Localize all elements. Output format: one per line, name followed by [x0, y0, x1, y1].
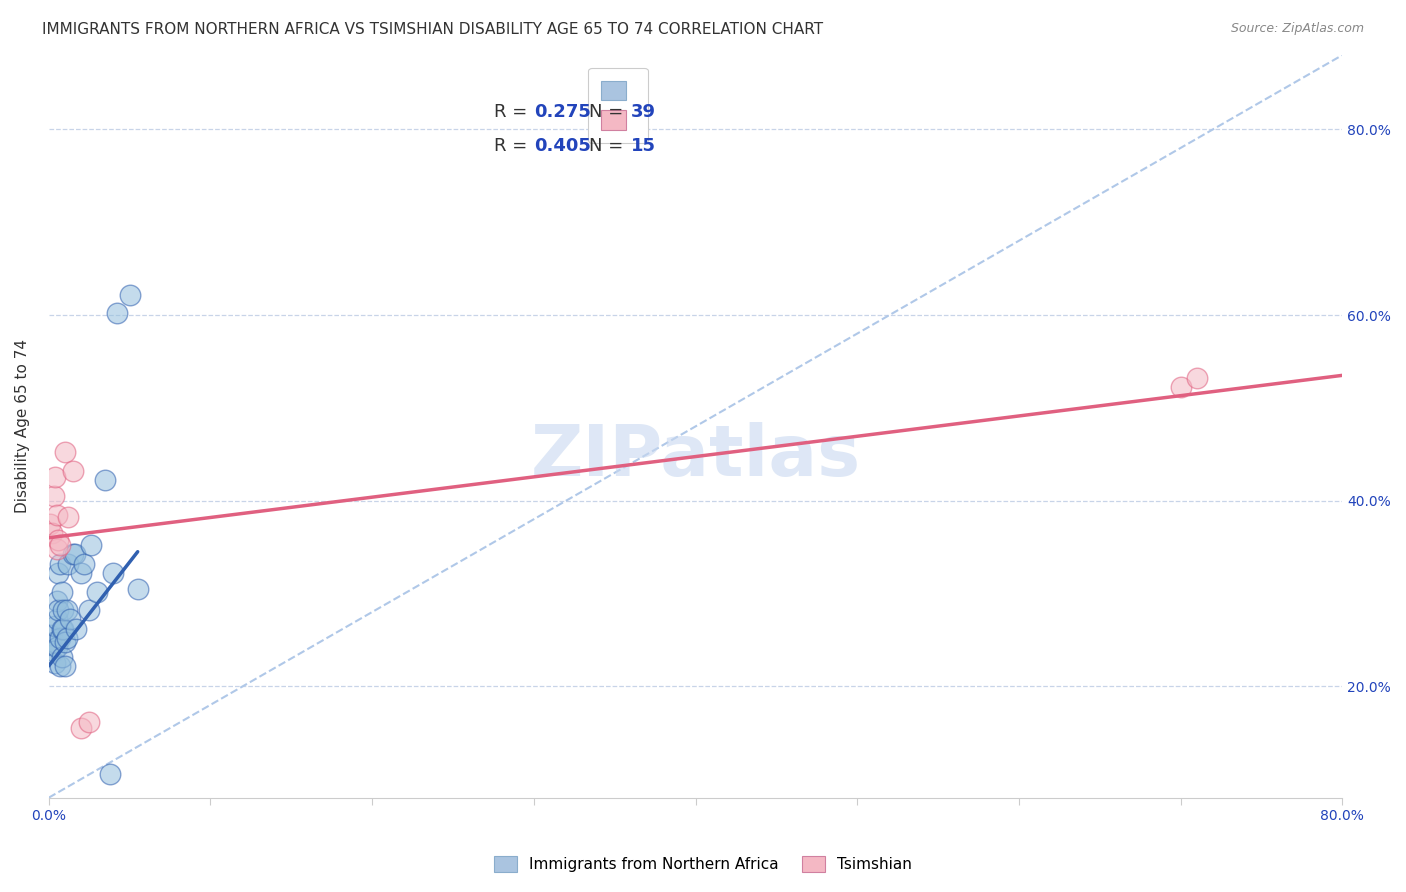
Text: 0.275: 0.275 [534, 103, 591, 120]
Point [42, 644, 65, 658]
Point [51, 622, 73, 636]
Legend: Immigrants from Northern Africa, Tsimshian: Immigrants from Northern Africa, Tsimshi… [486, 848, 920, 880]
Text: 15: 15 [631, 136, 655, 154]
Point [42, 489, 65, 503]
Point [105, 306, 128, 320]
Point [51, 584, 73, 599]
Point [53, 658, 76, 673]
Point [55, 603, 77, 617]
Point [44, 470, 66, 484]
Text: ZIPatlas: ZIPatlas [530, 422, 860, 491]
Point [86, 584, 108, 599]
Legend: , : , [588, 68, 648, 143]
Point [1185, 371, 1208, 385]
Point [52, 603, 75, 617]
Point [48, 533, 70, 547]
Text: 39: 39 [631, 103, 655, 120]
Point [53, 445, 76, 459]
Point [44, 619, 66, 633]
Point [45, 541, 67, 556]
Point [56, 510, 79, 524]
Point [118, 287, 141, 301]
Point [49, 658, 72, 673]
Point [103, 566, 125, 580]
Point [80, 538, 103, 552]
Point [45, 612, 67, 626]
Point [98, 767, 121, 781]
Point [42, 634, 65, 648]
Point [45, 594, 67, 608]
Point [51, 649, 73, 664]
Point [70, 721, 93, 735]
Point [49, 631, 72, 645]
Point [48, 566, 70, 580]
Text: R =: R = [494, 103, 533, 120]
Point [62, 464, 84, 478]
Point [49, 538, 72, 552]
Point [63, 548, 86, 562]
Y-axis label: Disability Age 65 to 74: Disability Age 65 to 74 [15, 340, 30, 514]
Text: N =: N = [589, 103, 630, 120]
Text: Source: ZipAtlas.com: Source: ZipAtlas.com [1230, 22, 1364, 36]
Text: 0.405: 0.405 [534, 136, 591, 154]
Point [49, 557, 72, 571]
Point [1170, 380, 1192, 394]
Point [39, 628, 62, 642]
Text: R =: R = [494, 136, 533, 154]
Point [77, 603, 100, 617]
Point [52, 622, 75, 636]
Point [55, 631, 77, 645]
Point [65, 622, 87, 636]
Point [44, 656, 66, 670]
Point [45, 640, 67, 655]
Point [56, 557, 79, 571]
Point [53, 634, 76, 648]
Point [41, 526, 63, 541]
Point [45, 508, 67, 522]
Point [59, 612, 82, 626]
Point [62, 548, 84, 562]
Text: IMMIGRANTS FROM NORTHERN AFRICA VS TSIMSHIAN DISABILITY AGE 65 TO 74 CORRELATION: IMMIGRANTS FROM NORTHERN AFRICA VS TSIMS… [42, 22, 824, 37]
Point [77, 714, 100, 729]
Point [48, 603, 70, 617]
Point [70, 566, 93, 580]
Point [39, 516, 62, 531]
Point [127, 582, 149, 596]
Point [94, 473, 117, 487]
Point [41, 638, 63, 652]
Text: N =: N = [589, 136, 630, 154]
Point [73, 557, 96, 571]
